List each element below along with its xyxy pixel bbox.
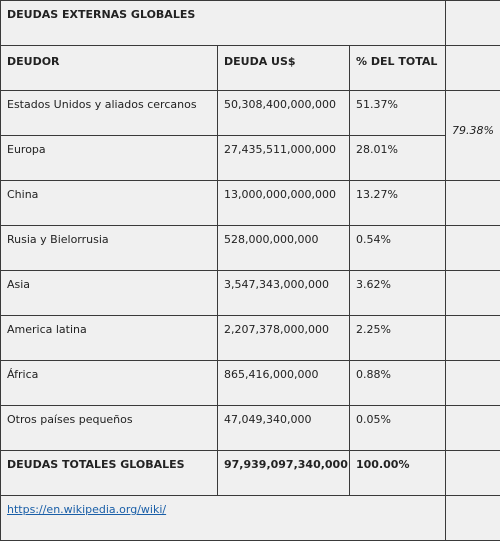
data-cell: 51.37%	[350, 91, 446, 136]
data-cell: Estados Unidos y aliados cercanos	[1, 91, 218, 136]
data-cell: 2,207,378,000,000	[218, 316, 350, 361]
total-cell: 97,939,097,340,000	[218, 451, 350, 496]
data-cell: 0.05%	[350, 406, 446, 451]
empty-cell	[446, 271, 500, 316]
data-cell: Rusia y Bielorrusia	[1, 226, 218, 271]
data-cell: 3,547,343,000,000	[218, 271, 350, 316]
data-cell: 28.01%	[350, 136, 446, 181]
empty-cell	[446, 46, 500, 91]
empty-cell	[446, 451, 500, 496]
total-cell: DEUDAS TOTALES GLOBALES	[1, 451, 218, 496]
data-cell: Otros países pequeños	[1, 406, 218, 451]
data-cell: 13.27%	[350, 181, 446, 226]
header-cell: DEUDOR	[1, 46, 218, 91]
data-cell: America latina	[1, 316, 218, 361]
data-cell: 50,308,400,000,000	[218, 91, 350, 136]
empty-cell	[446, 181, 500, 226]
table-title: DEUDAS EXTERNAS GLOBALES	[1, 1, 446, 46]
title-row: DEUDAS EXTERNAS GLOBALES	[1, 1, 500, 46]
data-cell: 13,000,000,000,000	[218, 181, 350, 226]
empty-cell	[446, 496, 500, 541]
data-cell: 865,416,000,000	[218, 361, 350, 406]
data-cell: 27,435,511,000,000	[218, 136, 350, 181]
data-cell: 0.88%	[350, 361, 446, 406]
empty-cell	[446, 406, 500, 451]
data-cell: África	[1, 361, 218, 406]
data-cell: Asia	[1, 271, 218, 316]
data-cell: 3.62%	[350, 271, 446, 316]
header-cell: % DEL TOTAL	[350, 46, 446, 91]
source-cell: https://en.wikipedia.org/wiki/	[1, 496, 446, 541]
header-cell: DEUDA US$	[218, 46, 350, 91]
data-cell: 2.25%	[350, 316, 446, 361]
source-row: https://en.wikipedia.org/wiki/	[1, 496, 500, 541]
side-note: 79.38%	[446, 91, 500, 181]
total-cell: 100.00%	[350, 451, 446, 496]
empty-cell	[446, 1, 500, 46]
empty-cell	[446, 226, 500, 271]
source-link[interactable]: https://en.wikipedia.org/wiki/	[7, 503, 166, 516]
data-cell: Europa	[1, 136, 218, 181]
empty-cell	[446, 361, 500, 406]
header-row: DEUDOR DEUDA US$ % DEL TOTAL	[1, 46, 500, 91]
data-cell: 0.54%	[350, 226, 446, 271]
empty-cell	[446, 316, 500, 361]
data-cell: 47,049,340,000	[218, 406, 350, 451]
data-cell: China	[1, 181, 218, 226]
data-cell: 528,000,000,000	[218, 226, 350, 271]
